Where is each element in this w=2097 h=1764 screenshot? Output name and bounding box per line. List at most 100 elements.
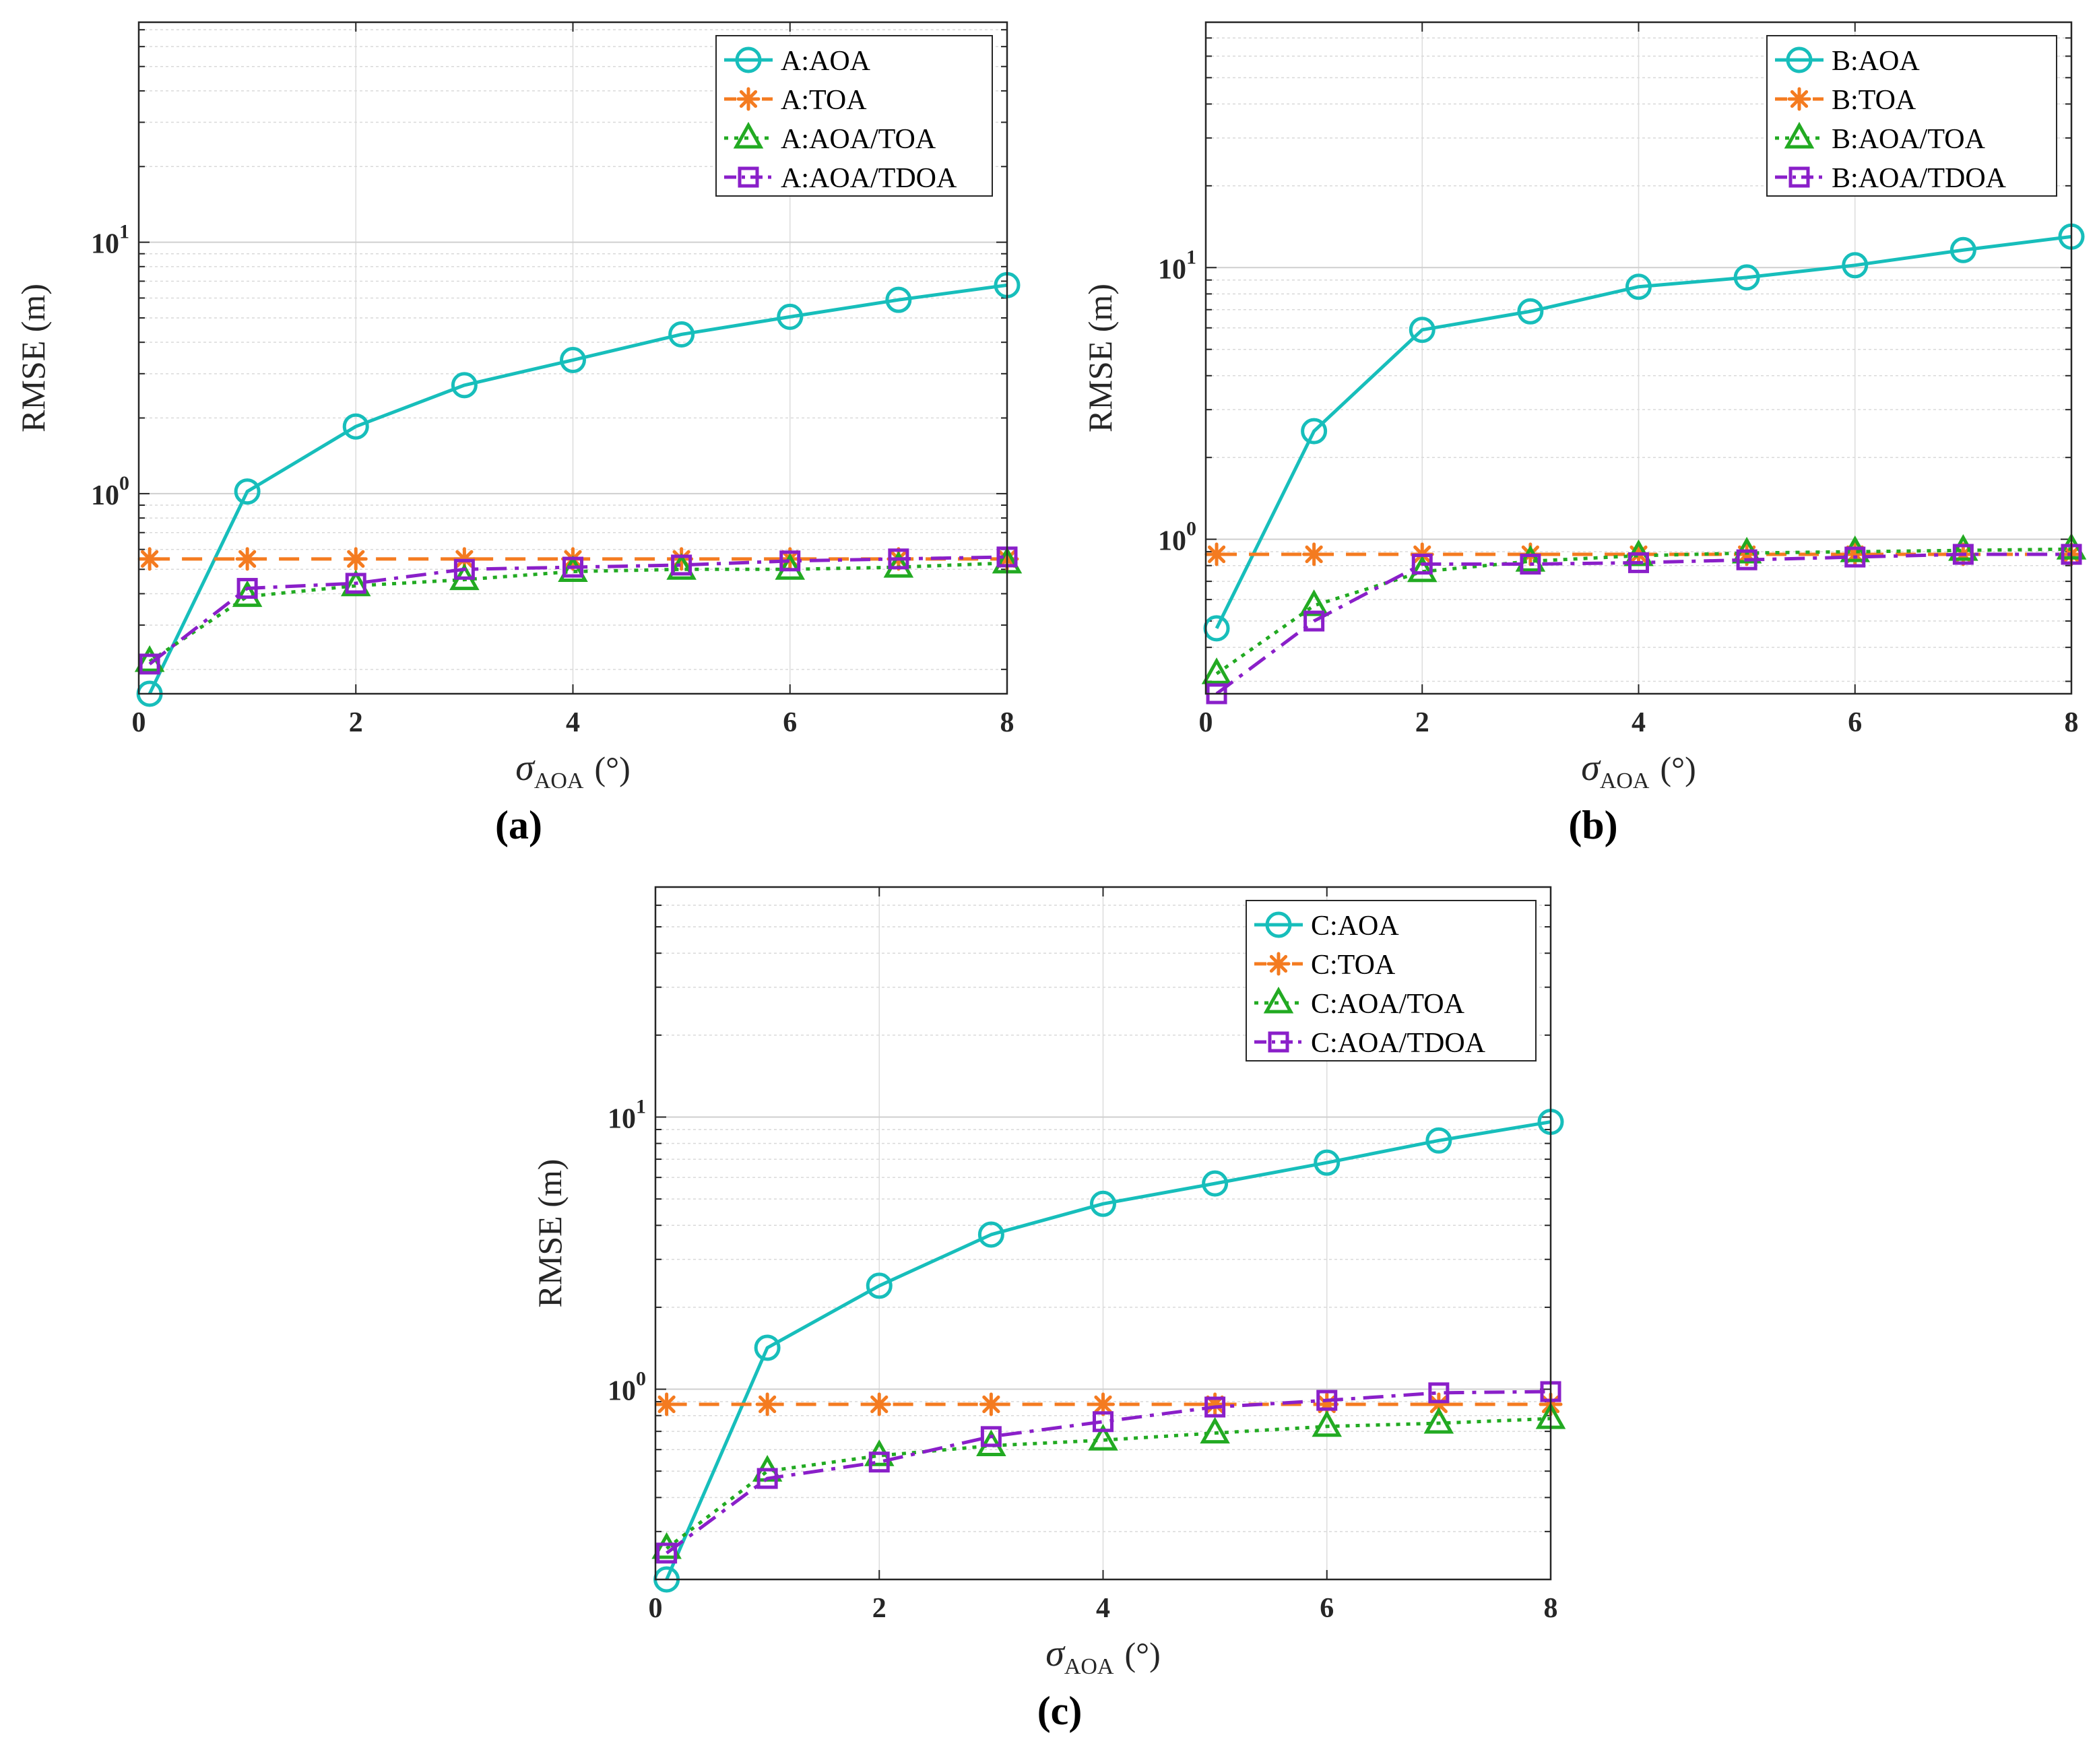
data-point bbox=[1093, 1411, 1114, 1433]
panel-label: (c) bbox=[1037, 1689, 1083, 1733]
x-tick-label: 6 bbox=[1848, 707, 1862, 738]
legend-box bbox=[1766, 35, 2057, 197]
markers-A:AOA/TDOA bbox=[139, 546, 1018, 675]
series-A:AOA/TDOA bbox=[148, 555, 1007, 665]
y-axis-label: RMSE (m) bbox=[14, 284, 52, 432]
series-B:AOA/TDOA bbox=[1215, 552, 2071, 694]
data-point bbox=[137, 547, 162, 571]
data-point bbox=[777, 303, 804, 330]
data-point bbox=[1428, 1382, 1450, 1404]
legend-label: C:AOA bbox=[1311, 911, 1399, 942]
data-point bbox=[651, 1532, 682, 1559]
data-point bbox=[1407, 555, 1438, 583]
legend-item: A:TOA bbox=[724, 85, 867, 116]
data-point bbox=[656, 1542, 678, 1564]
legend-marker bbox=[1787, 87, 1811, 111]
legend-marker bbox=[1784, 121, 1815, 149]
legend-label: A:AOA/TOA bbox=[781, 124, 936, 155]
legend-item: B:AOA/TDOA bbox=[1775, 163, 2007, 194]
data-point bbox=[1301, 418, 1328, 445]
x-axis-label: σAOA (°) bbox=[1045, 1633, 1161, 1679]
data-point bbox=[1733, 264, 1760, 291]
legend-marker bbox=[1786, 46, 1813, 73]
series-line bbox=[666, 1390, 1551, 1555]
legend-box bbox=[715, 35, 993, 197]
legend-label: C:TOA bbox=[1311, 950, 1396, 981]
data-point bbox=[1423, 1406, 1454, 1434]
data-point bbox=[1736, 549, 1757, 570]
y-axis-label: RMSE (m) bbox=[531, 1159, 569, 1308]
legend-item: A:AOA/TOA bbox=[724, 121, 936, 155]
data-point bbox=[562, 556, 583, 578]
y-tick-label: 101 bbox=[1158, 246, 1196, 285]
x-tick-label: 6 bbox=[783, 707, 797, 738]
x-tick-label: 0 bbox=[649, 1593, 663, 1624]
y-tick-label: 100 bbox=[608, 1368, 646, 1407]
series-C:AOA/TOA bbox=[666, 1416, 1551, 1550]
legend-label: A:AOA/TDOA bbox=[781, 163, 957, 194]
data-point bbox=[883, 550, 914, 578]
data-point bbox=[1314, 1149, 1341, 1176]
axes-box bbox=[1204, 21, 2073, 695]
legend-item: C:AOA/TOA bbox=[1254, 986, 1465, 1020]
data-point bbox=[756, 1468, 778, 1489]
data-point bbox=[1949, 236, 1976, 263]
markers-C:AOA/TDOA bbox=[656, 1381, 1561, 1564]
data-point bbox=[1625, 273, 1652, 300]
legend-label: A:AOA bbox=[781, 46, 871, 77]
data-point bbox=[236, 578, 258, 599]
x-axis-label: σAOA (°) bbox=[1581, 747, 1696, 793]
legend-label: C:AOA/TDOA bbox=[1311, 1028, 1486, 1059]
data-point bbox=[755, 1392, 779, 1416]
markers-C:AOA bbox=[653, 1109, 1564, 1593]
legend-marker bbox=[1788, 166, 1810, 188]
data-point bbox=[666, 553, 697, 580]
data-point bbox=[345, 573, 366, 594]
series-line bbox=[148, 561, 1007, 663]
data-point bbox=[1948, 534, 1978, 561]
legend-marker bbox=[736, 87, 761, 111]
series-B:AOA bbox=[1215, 234, 2071, 630]
y-tick-label: 101 bbox=[91, 221, 129, 260]
data-point bbox=[888, 548, 909, 570]
axes-box bbox=[654, 886, 1552, 1581]
legend: A:AOA A:TOA A:AOA/TOA A:AOA/TDOA bbox=[715, 35, 993, 197]
series-line bbox=[148, 283, 1007, 694]
legend-marker bbox=[738, 166, 759, 188]
data-point bbox=[232, 580, 263, 608]
legend-label: B:AOA bbox=[1832, 46, 1920, 77]
legend-item: B:AOA/TOA bbox=[1775, 121, 1986, 155]
x-tick-label: 4 bbox=[1096, 1593, 1110, 1624]
series-C:AOA bbox=[665, 1120, 1551, 1579]
data-point bbox=[1515, 545, 1546, 572]
data-point bbox=[1302, 542, 1326, 566]
data-point bbox=[139, 653, 160, 675]
series-line bbox=[1215, 547, 2071, 676]
data-point bbox=[1204, 542, 1229, 566]
data-point bbox=[340, 569, 371, 597]
y-tick-label: 100 bbox=[1158, 518, 1196, 557]
data-point bbox=[560, 347, 586, 374]
x-tick-label: 8 bbox=[1544, 1593, 1558, 1624]
series-line bbox=[666, 1416, 1551, 1550]
data-point bbox=[668, 321, 695, 348]
data-point bbox=[1090, 1190, 1116, 1217]
legend-item: C:AOA bbox=[1254, 911, 1399, 942]
data-point bbox=[1202, 1170, 1229, 1197]
data-point bbox=[1299, 589, 1329, 616]
data-point bbox=[980, 1426, 1002, 1447]
legend-marker bbox=[1263, 986, 1294, 1014]
x-tick-label: 8 bbox=[1000, 707, 1014, 738]
data-point bbox=[1952, 544, 1974, 565]
legend: C:AOA C:TOA C:AOA/TOA C:AOA/TDOA bbox=[1246, 900, 1537, 1061]
data-point bbox=[1628, 552, 1649, 573]
legend-label: B:TOA bbox=[1832, 85, 1916, 116]
data-point bbox=[1088, 1424, 1118, 1451]
data-point bbox=[754, 1334, 781, 1361]
data-point bbox=[1091, 1392, 1115, 1416]
data-point bbox=[671, 554, 692, 576]
data-point bbox=[1316, 1390, 1338, 1411]
data-point bbox=[1201, 657, 1232, 684]
data-point bbox=[1844, 546, 1866, 568]
